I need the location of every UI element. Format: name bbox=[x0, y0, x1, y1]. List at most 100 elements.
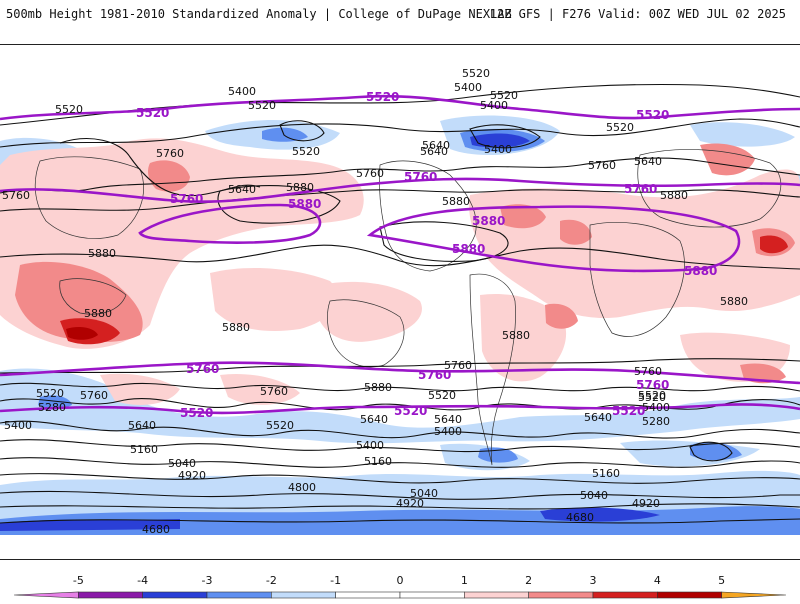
contour-label: 5880 bbox=[84, 307, 112, 320]
contour-label: 5760 bbox=[260, 385, 288, 398]
colorbar-bands bbox=[13, 591, 787, 599]
contour-label: 5400 bbox=[228, 85, 256, 98]
colorbar-band bbox=[528, 591, 594, 599]
contour-label: 5640 bbox=[584, 411, 612, 424]
colorbar: -5 -4 -3 -2 -1 0 1 2 3 4 5 bbox=[0, 560, 800, 600]
colorbar-band bbox=[271, 591, 336, 599]
contour-label: 5520 bbox=[636, 108, 669, 122]
colorbar-band bbox=[657, 591, 722, 599]
contour-label: 5880 bbox=[88, 247, 116, 260]
contour-label: 5400 bbox=[484, 143, 512, 156]
contour-label: 5760 bbox=[404, 170, 437, 184]
colorbar-band bbox=[464, 591, 529, 599]
contour-label: 5880 bbox=[452, 242, 485, 256]
contour-label: 5400 bbox=[4, 419, 32, 432]
contour-label: 5760 bbox=[588, 159, 616, 172]
contour-label: 5520 bbox=[606, 121, 634, 134]
purple-contour-labels: 5520 5520 5520 5760 5760 5760 5880 5880 … bbox=[136, 90, 717, 420]
map-header: 500mb Height 1981-2010 Standardized Anom… bbox=[0, 0, 800, 30]
colorbar-tick-label: 2 bbox=[525, 574, 532, 587]
contour-label: 5880 bbox=[472, 214, 505, 228]
colorbar-band bbox=[78, 591, 143, 599]
colorbar-scale: -5 -4 -3 -2 -1 0 1 2 3 4 5 bbox=[13, 574, 787, 599]
contour-label: 5640 bbox=[634, 155, 662, 168]
contour-label: 5880 bbox=[288, 197, 321, 211]
contour-label: 5040 bbox=[580, 489, 608, 502]
model-run-info: 12Z GFS | F276 Valid: 00Z WED JUL 02 202… bbox=[489, 7, 786, 21]
contour-label: 4920 bbox=[632, 497, 660, 510]
contour-label: 4920 bbox=[396, 497, 424, 510]
contour-label: 5520 bbox=[638, 389, 666, 402]
contour-label: 4680 bbox=[566, 511, 594, 524]
anomaly-map: 5520 5400 5520 5520 5760 5640 5880 5760 … bbox=[0, 45, 800, 559]
colorbar-tick-labels: -5 -4 -3 -2 -1 0 1 2 3 4 5 bbox=[73, 574, 725, 587]
map-panel: 5520 5400 5520 5520 5760 5640 5880 5760 … bbox=[0, 44, 800, 560]
colorbar-band bbox=[399, 591, 465, 599]
contour-label: 5160 bbox=[364, 455, 392, 468]
colorbar-band bbox=[13, 591, 79, 599]
contour-label: 5760 bbox=[170, 192, 203, 206]
contour-label: 5760 bbox=[80, 389, 108, 402]
contour-label: 5520 bbox=[136, 106, 169, 120]
contour-label: 5640 bbox=[422, 139, 450, 152]
colorbar-band bbox=[335, 591, 401, 599]
contour-label: 4800 bbox=[288, 481, 316, 494]
contour-label: 5880 bbox=[502, 329, 530, 342]
contour-label: 5760 bbox=[186, 362, 219, 376]
contour-label: 4680 bbox=[142, 523, 170, 536]
contour-label: 5880 bbox=[222, 321, 250, 334]
contour-label: 5520 bbox=[180, 406, 213, 420]
colorbar-tick-label: -5 bbox=[73, 574, 84, 587]
contour-label: 5640 bbox=[420, 145, 448, 158]
black-contour-labels: 5520 5400 5520 5520 5760 5640 5880 5760 … bbox=[2, 67, 748, 536]
contour-label: 5520 bbox=[248, 99, 276, 112]
contour-label: 5520 bbox=[462, 67, 490, 80]
colorbar-tick-label: -2 bbox=[266, 574, 277, 587]
contour-label: 5640 bbox=[360, 413, 388, 426]
contour-label: 5520 bbox=[366, 90, 399, 104]
contour-label: 5640 bbox=[434, 413, 462, 426]
contour-label: 5520 bbox=[428, 389, 456, 402]
contour-label: 5760 bbox=[444, 359, 472, 372]
thick-contours bbox=[0, 94, 800, 415]
pos4-shading bbox=[66, 327, 98, 340]
colorbar-tick-label: -1 bbox=[330, 574, 341, 587]
colorbar-tick-label: 0 bbox=[397, 574, 404, 587]
height-contours bbox=[0, 83, 800, 524]
colorbar-tick-label: 3 bbox=[590, 574, 597, 587]
colorbar-tick-label: 4 bbox=[654, 574, 661, 587]
contour-label: 5400 bbox=[480, 99, 508, 112]
contour-label: 5880 bbox=[286, 181, 314, 194]
contour-label: 5760 bbox=[356, 167, 384, 180]
colorbar-tick-label: 1 bbox=[461, 574, 468, 587]
contour-label: 5040 bbox=[168, 457, 196, 470]
colorbar-band bbox=[721, 591, 787, 599]
contour-label: 5880 bbox=[684, 264, 717, 278]
contour-label: 5280 bbox=[38, 401, 66, 414]
contour-label: 5400 bbox=[356, 439, 384, 452]
contour-label: 5400 bbox=[454, 81, 482, 94]
contour-label: 5760 bbox=[418, 368, 451, 382]
contour-label: 5880 bbox=[720, 295, 748, 308]
contour-label: 5280 bbox=[642, 415, 670, 428]
contour-label: 5040 bbox=[410, 487, 438, 500]
contour-label: 5160 bbox=[592, 467, 620, 480]
contour-label: 5640 bbox=[228, 183, 256, 196]
contour-label: 5760 bbox=[2, 189, 30, 202]
colorbar-band bbox=[206, 591, 272, 599]
contour-label: 5400 bbox=[434, 425, 462, 438]
contour-label: 5400 bbox=[642, 401, 670, 414]
contour-label: 5760 bbox=[634, 365, 662, 378]
colorbar-tick-label: -4 bbox=[137, 574, 148, 587]
contour-label: 5520 bbox=[36, 387, 64, 400]
colorbar-tick-label: -3 bbox=[202, 574, 213, 587]
contour-label: 5760 bbox=[624, 182, 657, 196]
contour-label: 5520 bbox=[394, 404, 427, 418]
contour-label: 5880 bbox=[660, 189, 688, 202]
contour-label: 5520 bbox=[490, 89, 518, 102]
contour-label: 5520 bbox=[612, 404, 645, 418]
contour-label: 5760 bbox=[636, 378, 669, 392]
contour-label: 5520 bbox=[638, 391, 666, 404]
contour-label: 5880 bbox=[364, 381, 392, 394]
contour-label: 5520 bbox=[266, 419, 294, 432]
